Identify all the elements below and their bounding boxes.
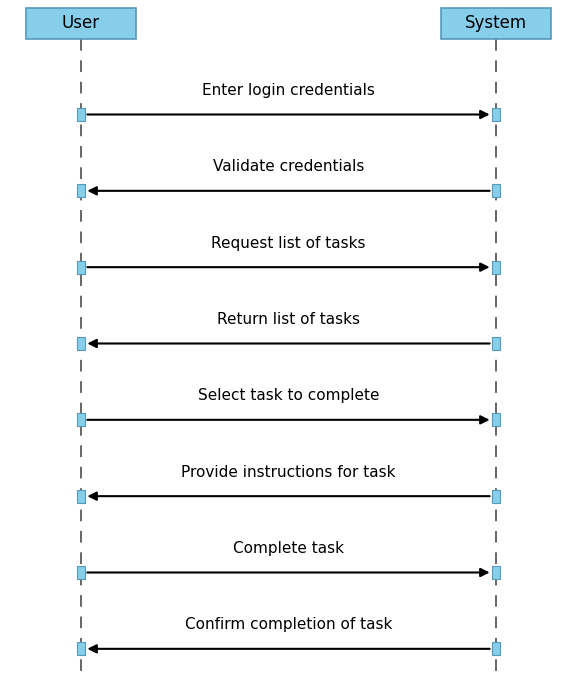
Text: System: System bbox=[465, 14, 527, 32]
FancyBboxPatch shape bbox=[493, 184, 500, 197]
Text: Validate credentials: Validate credentials bbox=[213, 159, 364, 174]
FancyBboxPatch shape bbox=[493, 337, 500, 350]
Text: User: User bbox=[62, 14, 100, 32]
Text: Enter login credentials: Enter login credentials bbox=[202, 83, 375, 98]
FancyBboxPatch shape bbox=[77, 414, 85, 427]
FancyBboxPatch shape bbox=[493, 260, 500, 273]
FancyBboxPatch shape bbox=[77, 337, 85, 350]
FancyBboxPatch shape bbox=[77, 566, 85, 579]
FancyBboxPatch shape bbox=[493, 108, 500, 121]
FancyBboxPatch shape bbox=[493, 642, 500, 655]
FancyBboxPatch shape bbox=[77, 490, 85, 503]
FancyBboxPatch shape bbox=[493, 414, 500, 427]
FancyBboxPatch shape bbox=[77, 184, 85, 197]
FancyBboxPatch shape bbox=[77, 260, 85, 273]
FancyBboxPatch shape bbox=[77, 642, 85, 655]
Text: Return list of tasks: Return list of tasks bbox=[217, 312, 360, 327]
Text: Complete task: Complete task bbox=[233, 541, 344, 556]
FancyBboxPatch shape bbox=[493, 490, 500, 503]
Text: Request list of tasks: Request list of tasks bbox=[211, 236, 366, 251]
FancyBboxPatch shape bbox=[26, 8, 136, 38]
FancyBboxPatch shape bbox=[441, 8, 551, 38]
Text: Provide instructions for task: Provide instructions for task bbox=[181, 464, 396, 480]
FancyBboxPatch shape bbox=[493, 566, 500, 579]
FancyBboxPatch shape bbox=[77, 108, 85, 121]
Text: Confirm completion of task: Confirm completion of task bbox=[185, 618, 392, 633]
Text: Select task to complete: Select task to complete bbox=[198, 388, 379, 403]
